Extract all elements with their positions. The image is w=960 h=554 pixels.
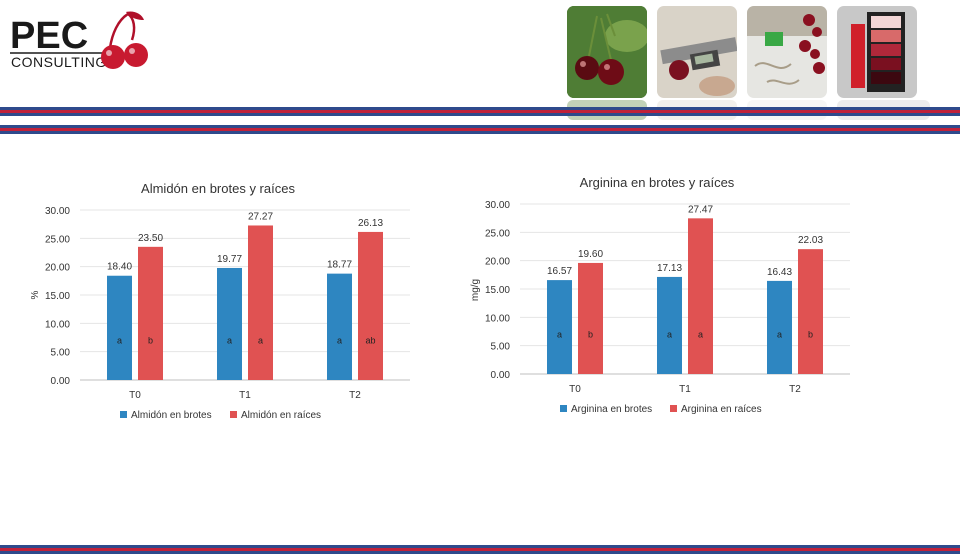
chart-title: Arginina en brotes y raíces	[580, 175, 735, 190]
bar	[798, 249, 823, 374]
bar	[138, 246, 163, 380]
legend-label: Almidón en raíces	[241, 410, 321, 421]
almidon-chart: Almidón en brotes y raíces % 0.00 5.00 10.…	[0, 170, 440, 440]
data-label: 19.60	[578, 249, 603, 260]
y-tick-label: 0.00	[51, 376, 71, 387]
x-tick-label: T1	[239, 390, 251, 401]
header-band-red	[0, 128, 960, 131]
cherries-photo	[567, 6, 647, 98]
cherry-icon	[101, 11, 148, 69]
logo-wordmark: PEC	[10, 15, 88, 57]
y-tick-label: 20.00	[45, 263, 70, 274]
pec-consulting-logo: PEC CONSULTING	[10, 10, 160, 72]
data-label: 23.50	[138, 233, 163, 244]
footer-band-red	[0, 548, 960, 551]
header-band-red-top	[0, 110, 960, 113]
legend-swatch	[120, 411, 127, 418]
significance-letter: a	[777, 329, 782, 339]
y-tick-label: 25.00	[485, 228, 510, 239]
color-chart-photo	[837, 6, 917, 98]
bar	[358, 231, 383, 380]
y-axis-label: mg/g	[470, 279, 481, 301]
almidon-chart-svg: Almidón en brotes y raíces % 0.00 5.00 10.…	[30, 181, 410, 421]
y-tick-label: 5.00	[491, 342, 511, 353]
y-tick-label: 0.00	[491, 370, 511, 381]
header-band-blue-top	[0, 107, 960, 110]
x-tick-label: T2	[789, 384, 801, 395]
header-band-blue2	[0, 131, 960, 134]
legend-label: Arginina en brotes	[571, 404, 652, 415]
data-label: 17.13	[657, 263, 682, 274]
significance-letter: b	[148, 335, 153, 345]
significance-letter: a	[698, 329, 703, 339]
bar	[578, 262, 603, 374]
x-tick-label: T0	[569, 384, 581, 395]
legend-swatch	[230, 411, 237, 418]
significance-letter: a	[667, 329, 672, 339]
data-label: 18.77	[327, 260, 352, 271]
y-axis-label: %	[30, 290, 41, 299]
data-label: 16.57	[547, 266, 572, 277]
bar	[327, 273, 352, 380]
x-tick-label: T1	[679, 384, 691, 395]
footer-band-blue2	[0, 551, 960, 554]
y-tick-label: 30.00	[485, 200, 510, 211]
significance-letter: a	[557, 329, 562, 339]
header-band-blue	[0, 125, 960, 128]
data-label: 26.13	[358, 218, 383, 229]
x-tick-label: T2	[349, 390, 361, 401]
bar	[248, 225, 273, 380]
data-label: 27.47	[688, 204, 713, 215]
data-label: 27.27	[248, 211, 273, 222]
y-tick-label: 10.00	[485, 313, 510, 324]
bar	[767, 280, 792, 374]
bar	[547, 280, 572, 374]
arginina-chart: Arginina en brotes y raíces mg/g 0.00 5.0…	[460, 170, 900, 440]
header-band-blue-top2	[0, 113, 960, 116]
y-tick-label: 20.00	[485, 257, 510, 268]
data-label: 16.43	[767, 267, 792, 278]
y-tick-label: 10.00	[45, 319, 70, 330]
y-tick-label: 15.00	[45, 291, 70, 302]
data-label: 19.77	[217, 254, 242, 265]
significance-letter: a	[227, 335, 232, 345]
significance-letter: a	[337, 335, 342, 345]
data-label: 22.03	[798, 235, 823, 246]
lab-samples-photo	[747, 6, 827, 98]
bar	[217, 267, 242, 380]
bar	[688, 218, 713, 374]
legend-swatch	[670, 405, 677, 412]
bar	[657, 276, 682, 374]
chart-title: Almidón en brotes y raíces	[141, 181, 295, 196]
x-tick-label: T0	[129, 390, 141, 401]
significance-letter: a	[258, 335, 263, 345]
significance-letter: b	[808, 329, 813, 339]
footer-band-blue	[0, 545, 960, 548]
legend-label: Almidón en brotes	[131, 410, 212, 421]
logo-subtitle: CONSULTING	[11, 54, 107, 70]
y-tick-label: 25.00	[45, 234, 70, 245]
arginina-chart-svg: Arginina en brotes y raíces mg/g 0.00 5.0…	[470, 175, 850, 415]
legend-swatch	[560, 405, 567, 412]
data-label: 18.40	[107, 262, 132, 273]
y-tick-label: 15.00	[485, 285, 510, 296]
significance-letter: a	[117, 335, 122, 345]
significance-letter: b	[588, 329, 593, 339]
significance-letter: ab	[365, 335, 375, 345]
y-tick-label: 30.00	[45, 206, 70, 217]
caliper-photo	[657, 6, 737, 98]
y-tick-label: 5.00	[51, 348, 71, 359]
bar	[107, 275, 132, 380]
legend-label: Arginina en raíces	[681, 404, 762, 415]
